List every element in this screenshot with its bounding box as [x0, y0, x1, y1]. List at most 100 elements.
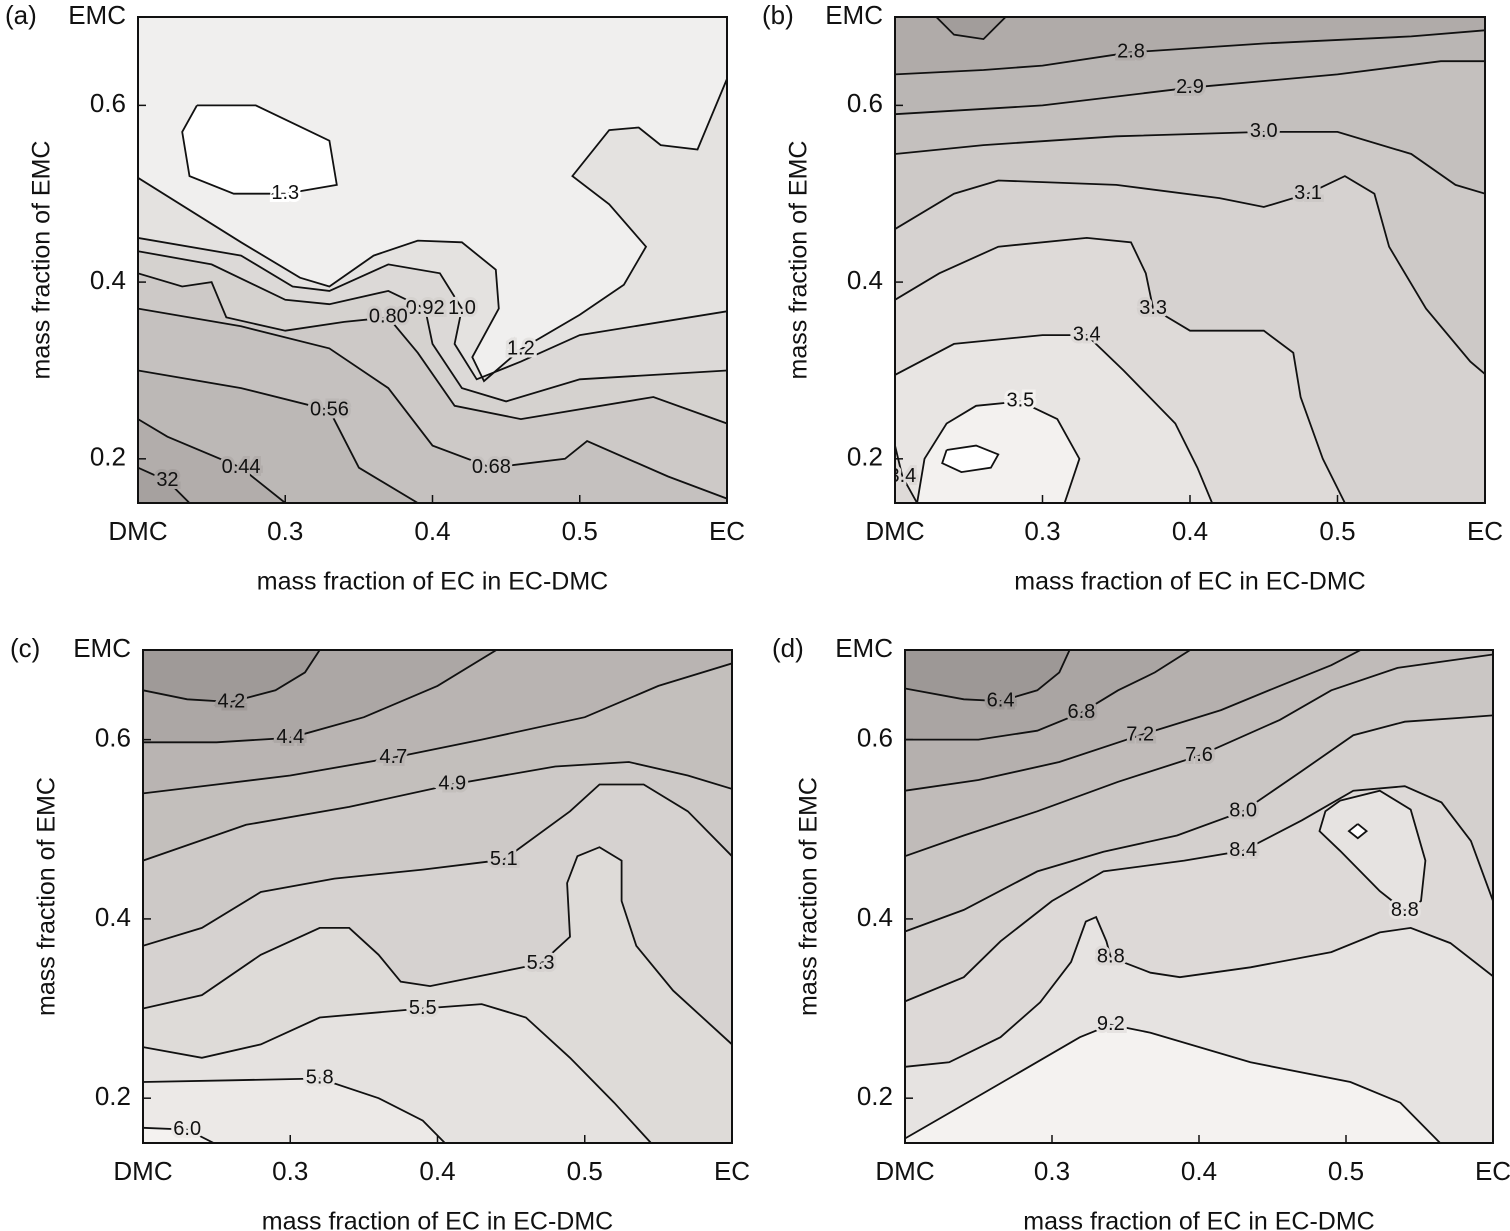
contour-label: 1.2 — [507, 338, 535, 360]
x-tick-label: 0.3 — [1034, 1156, 1070, 1186]
contour-label: 0.44 — [222, 456, 261, 478]
contour-label: 5.1 — [490, 848, 518, 870]
contour-label: 0.56 — [310, 398, 349, 420]
contour-region — [143, 650, 320, 702]
y-tick-label: 0.4 — [847, 265, 883, 295]
contour-line — [138, 369, 419, 503]
contour-line — [138, 418, 286, 503]
x-tick-label: EC — [714, 1156, 750, 1186]
x-tick-label: 0.5 — [567, 1156, 603, 1186]
contour-line — [181, 104, 338, 195]
y-tick-label: 0.6 — [857, 723, 893, 753]
contour-line — [143, 662, 732, 795]
contour-label: 0.92 — [406, 297, 445, 319]
contour-line — [143, 650, 321, 703]
y-tick-label: 0.4 — [95, 902, 131, 932]
contour-line — [895, 29, 1485, 76]
contour-region — [138, 467, 190, 503]
contour-line — [916, 400, 1081, 503]
contour-label: 3.4 — [1073, 323, 1101, 345]
panel-label: (b) — [762, 0, 794, 30]
x-tick-label: 0.3 — [272, 1156, 308, 1186]
contour-line — [905, 785, 1493, 1003]
contour-label: 4.9 — [438, 773, 466, 795]
contour-line — [941, 444, 1000, 474]
contour-label: 3.0 — [1250, 120, 1278, 142]
contour-label: 5.8 — [306, 1067, 334, 1089]
contour-line — [905, 650, 1191, 741]
contour-label: 3.3 — [1139, 297, 1167, 319]
y-tick-label: 0.2 — [847, 442, 883, 472]
x-axis-label: mass fraction of EC in EC-DMC — [1014, 568, 1365, 596]
contour-region — [905, 650, 1070, 702]
contour-line — [895, 445, 918, 503]
plot-area: 3.4 3.3 3.1 3.0 2.9 2.8 3.5 3.4 — [888, 17, 1485, 503]
contour-region — [895, 17, 1485, 75]
contour-label: 1.0 — [448, 297, 476, 319]
contour-label: 8.8 — [1391, 899, 1419, 921]
x-tick-label: DMC — [108, 516, 167, 546]
contour-label: 8.0 — [1229, 800, 1257, 822]
contour-region — [942, 445, 999, 473]
contour-label: 9.2 — [1097, 1013, 1125, 1035]
contour-line — [895, 131, 1485, 195]
contour-line — [905, 1023, 1441, 1143]
contour-line — [143, 761, 732, 862]
contour-label: 7.2 — [1126, 723, 1154, 745]
contour-line — [1347, 823, 1369, 840]
x-tick-label: 0.4 — [1181, 1156, 1217, 1186]
contour-label: 5.5 — [409, 997, 437, 1019]
contour-label: 2.8 — [1117, 41, 1145, 63]
plot-area: 1.2 1.00.920.80 0.68 0.56 0.44 32 1.3 — [138, 17, 727, 503]
contour-region — [917, 401, 1080, 503]
contour-label: 6.0 — [173, 1118, 201, 1140]
contour-label: 0.80 — [369, 306, 408, 328]
contour-label: 6.8 — [1067, 701, 1095, 723]
contour-label: 8.4 — [1229, 839, 1257, 861]
contour-line — [138, 78, 727, 383]
x-tick-label: DMC — [865, 516, 924, 546]
contour-line — [895, 236, 1346, 503]
x-tick-label: 0.5 — [1328, 1156, 1364, 1186]
contour-label: 8.8 — [1097, 946, 1125, 968]
contour-line — [905, 650, 1362, 792]
contour-line — [895, 334, 1213, 503]
contour-line — [895, 60, 1485, 116]
y-tick-label: 0.2 — [95, 1081, 131, 1111]
contour-line — [143, 846, 732, 1046]
x-tick-label: 0.3 — [267, 516, 303, 546]
y-tick-label: EMC — [825, 0, 883, 30]
contour-label: 5.3 — [527, 952, 555, 974]
contour-line — [905, 915, 1493, 1068]
y-tick-label: EMC — [835, 633, 893, 663]
y-tick-label: 0.2 — [857, 1081, 893, 1111]
contour-label: 7.6 — [1185, 744, 1213, 766]
contour-region — [895, 445, 918, 503]
contour-label: 6.4 — [987, 689, 1015, 711]
y-axis-label: mass fraction of EMC — [33, 777, 61, 1016]
panel-label: (a) — [5, 0, 37, 30]
y-axis-label: mass fraction of EMC — [795, 777, 823, 1016]
contour-label: 3.1 — [1294, 182, 1322, 204]
x-axis-label: mass fraction of EC in EC-DMC — [1023, 1208, 1374, 1231]
contour-label: 2.9 — [1176, 76, 1204, 98]
contour-line — [1318, 789, 1427, 912]
contour-line — [905, 650, 1071, 703]
panel-label: (c) — [10, 633, 40, 663]
x-tick-label: 0.4 — [414, 516, 450, 546]
y-axis-label: mass fraction of EMC — [28, 141, 56, 380]
contour-line — [143, 650, 497, 744]
contour-label: 3.4 — [888, 465, 916, 487]
x-tick-label: EC — [1475, 1156, 1510, 1186]
contour-line — [143, 783, 732, 947]
y-tick-label: 0.2 — [90, 442, 126, 472]
x-tick-label: 0.4 — [419, 1156, 455, 1186]
x-tick-label: DMC — [875, 1156, 934, 1186]
contour-line — [138, 272, 727, 425]
contour-region — [182, 105, 337, 194]
x-tick-label: EC — [1467, 516, 1503, 546]
x-tick-label: DMC — [113, 1156, 172, 1186]
contour-line — [895, 175, 1485, 375]
contour-line — [143, 1077, 446, 1143]
